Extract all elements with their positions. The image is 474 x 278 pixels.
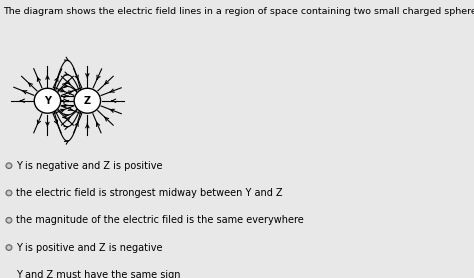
Text: Y is negative and Z is positive: Y is negative and Z is positive: [16, 161, 163, 171]
Circle shape: [6, 190, 12, 196]
Circle shape: [74, 88, 100, 113]
Text: Y: Y: [44, 96, 51, 106]
Circle shape: [7, 246, 10, 249]
Circle shape: [7, 164, 10, 167]
Text: Y and Z must have the same sign: Y and Z must have the same sign: [16, 270, 181, 278]
Text: Y is positive and Z is negative: Y is positive and Z is negative: [16, 242, 163, 252]
Text: The diagram shows the electric field lines in a region of space containing two s: The diagram shows the electric field lin…: [3, 7, 474, 16]
Circle shape: [7, 273, 10, 276]
Circle shape: [6, 245, 12, 250]
Circle shape: [7, 219, 10, 222]
Circle shape: [34, 88, 61, 113]
Circle shape: [6, 217, 12, 223]
Text: the magnitude of the electric filed is the same everywhere: the magnitude of the electric filed is t…: [16, 215, 304, 225]
Circle shape: [6, 163, 12, 168]
Circle shape: [6, 272, 12, 278]
Circle shape: [7, 191, 10, 195]
Text: the electric field is strongest midway between Y and Z: the electric field is strongest midway b…: [16, 188, 283, 198]
Text: Z: Z: [84, 96, 91, 106]
